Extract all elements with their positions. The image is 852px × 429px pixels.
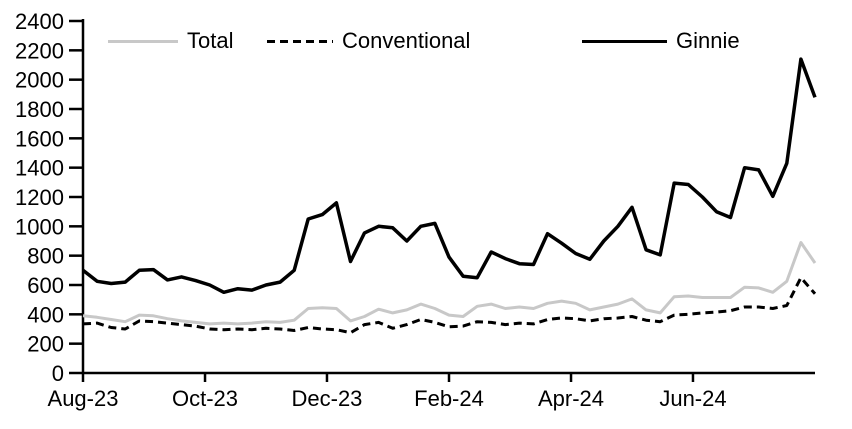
- legend-swatch-ginnie-line: [582, 39, 667, 43]
- x-axis-tick-label: Feb-24: [414, 386, 484, 411]
- y-axis-tick-label: 1600: [15, 126, 64, 151]
- y-axis-tick-label: 2400: [15, 9, 64, 34]
- legend-swatch-conventional-dashed-line: [267, 39, 333, 43]
- legend-label-conventional: Conventional: [342, 28, 471, 53]
- series-line-ginnie: [81, 57, 817, 295]
- y-axis-tick-label: 600: [27, 273, 64, 298]
- x-axis-tick-label: Apr-24: [538, 386, 604, 411]
- x-axis-tick-label: Dec-23: [292, 386, 363, 411]
- y-axis-tick-label: 1800: [15, 97, 64, 122]
- x-axis-tick-label: Jun-24: [659, 386, 726, 411]
- series-line-total: [82, 241, 817, 326]
- y-axis-tick-label: 1200: [15, 185, 64, 210]
- x-axis-tick-label: Oct-23: [172, 386, 238, 411]
- y-axis-tick-label: 1000: [15, 214, 64, 239]
- legend-item-ginnie: Ginnie: [582, 26, 740, 56]
- y-axis-tick-label: 1400: [15, 156, 64, 181]
- y-axis-tick-label: 0: [52, 361, 64, 386]
- y-axis-tick-label: 400: [27, 302, 64, 327]
- legend-label-total: Total: [187, 28, 234, 53]
- x-axis-tick-label: Aug-23: [48, 386, 119, 411]
- chart-legend: Total Conventional Ginnie: [0, 26, 852, 56]
- y-axis-tick-label: 2000: [15, 68, 64, 93]
- series-line-conventional: [82, 276, 817, 335]
- legend-label-ginnie: Ginnie: [676, 28, 740, 53]
- y-axis-tick-label: 2200: [15, 38, 64, 63]
- legend-swatch-total-line: [108, 39, 178, 43]
- y-axis-tick-label: 200: [27, 332, 64, 357]
- legend-item-conventional: Conventional: [267, 26, 470, 56]
- legend-item-total: Total: [108, 26, 233, 56]
- y-axis-tick-label: 800: [27, 244, 64, 269]
